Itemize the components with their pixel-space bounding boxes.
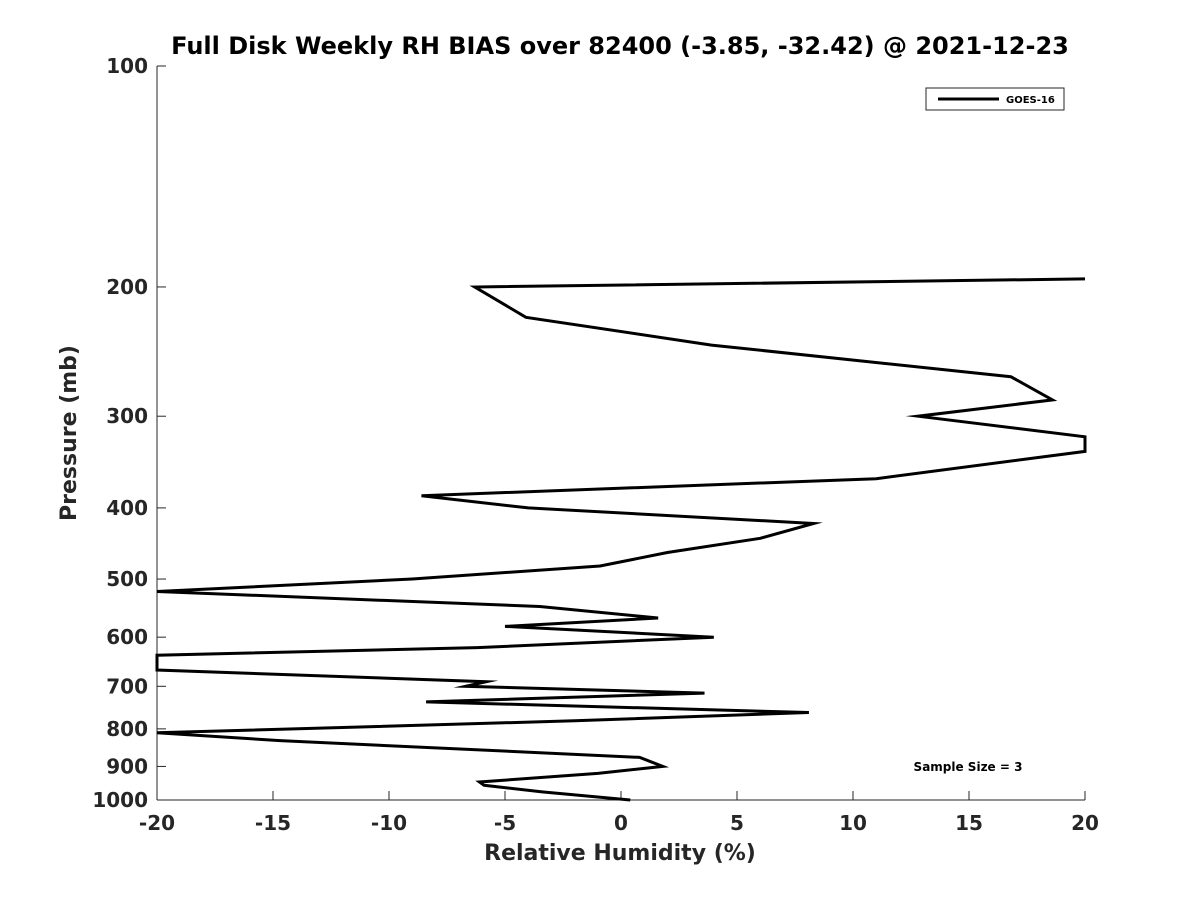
y-axis-label: Pressure (mb) [57,345,82,521]
y-tick-label: 700 [106,674,148,698]
ticks: -20 -15 -10 -5 0 5 10 15 20 100 200 300 400 500 600 700… [92,54,1099,835]
x-axis-label: Relative Humidity (%) [484,841,756,866]
y-tick-label: 400 [106,496,148,520]
sample-size-annotation: Sample Size = 3 [914,760,1023,774]
legend-label: GOES-16 [1006,95,1055,106]
x-tick-label: -5 [494,811,516,835]
legend: GOES-16 [925,87,1065,111]
y-tick-label: 600 [106,625,148,649]
x-tick-label: -15 [255,811,291,835]
y-tick-label: 800 [106,717,148,741]
series-group [155,277,1087,802]
y-tick-label: 100 [106,54,148,78]
x-tick-label: 5 [730,811,744,835]
y-tick-label: 300 [106,404,148,428]
chart-title: Full Disk Weekly RH BIAS over 82400 (-3.… [171,32,1069,60]
y-tick-label: 200 [106,275,148,299]
x-tick-label: 15 [955,811,983,835]
y-tick-label: 500 [106,567,148,591]
x-tick-label: 20 [1071,811,1099,835]
x-tick-label: -10 [371,811,407,835]
x-tick-label: 10 [839,811,867,835]
series-line-goes-16 [155,277,1087,802]
x-tick-label: 0 [614,811,628,835]
y-tick-label: 1000 [92,788,148,812]
x-tick-label: -20 [139,811,175,835]
y-tick-label: 900 [106,754,148,778]
